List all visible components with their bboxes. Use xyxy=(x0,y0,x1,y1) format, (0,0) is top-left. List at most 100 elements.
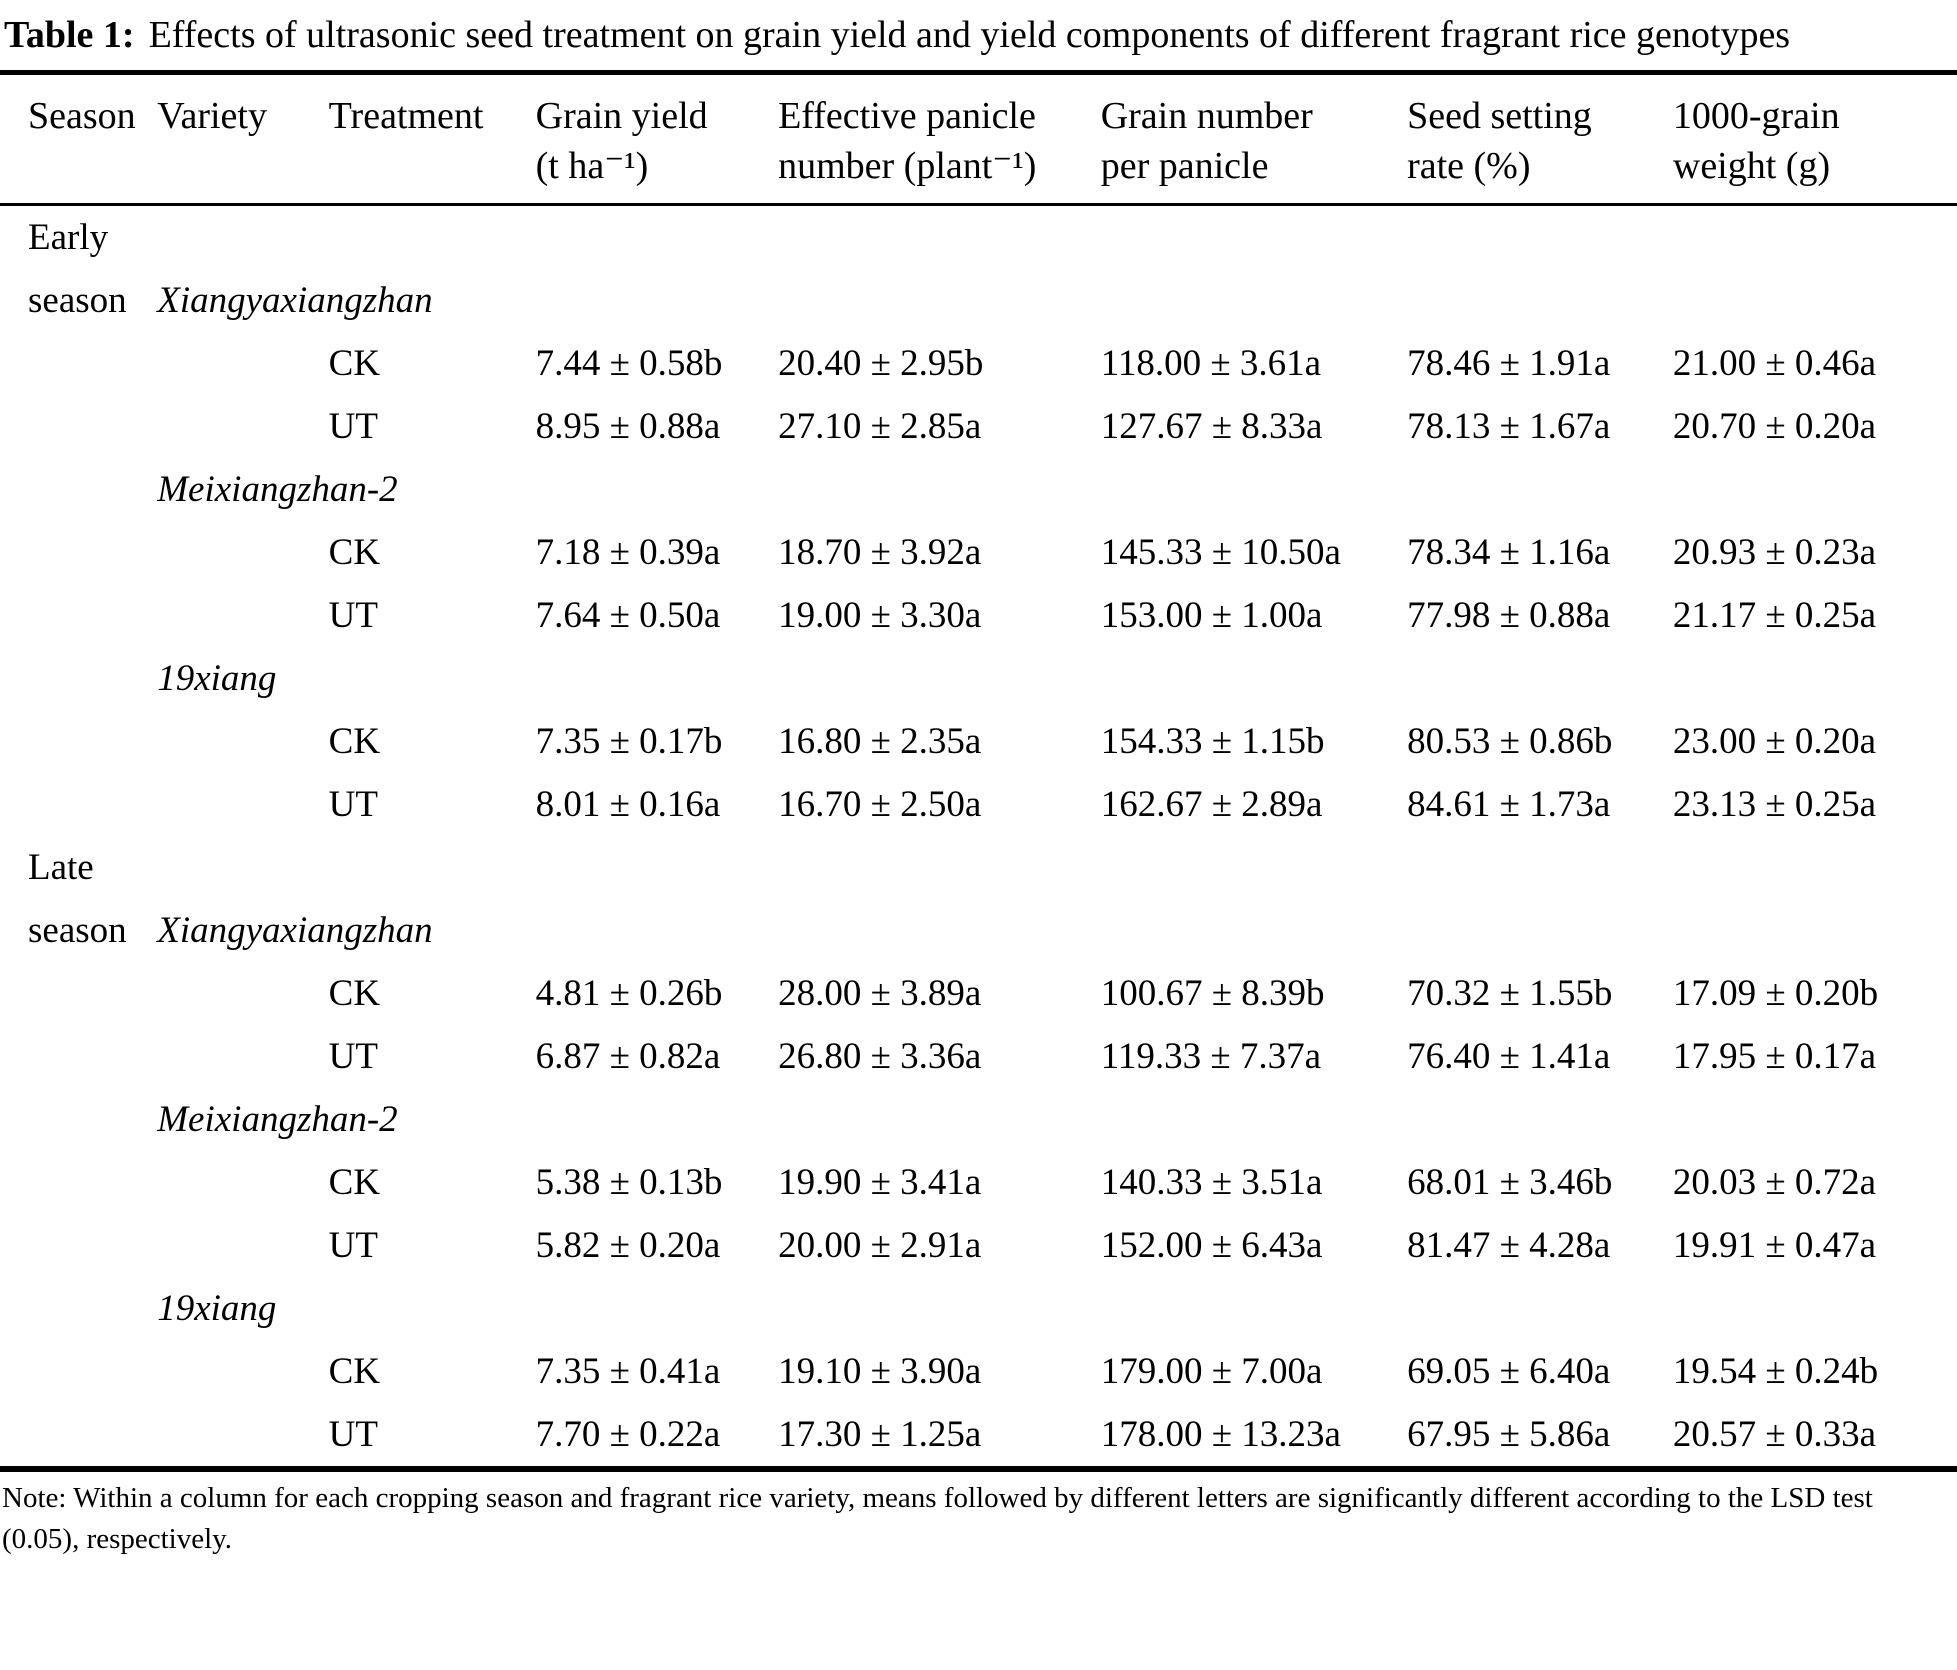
value-cell xyxy=(1407,1277,1673,1340)
column-header-1000-grain-weight: 1000-grain weight (g) xyxy=(1672,72,1957,206)
treatment-cell xyxy=(329,647,536,710)
value-cell xyxy=(1673,836,1957,899)
table-row: Meixiangzhan-2 xyxy=(0,458,1957,521)
variety-cell xyxy=(157,962,328,1025)
value-cell xyxy=(1101,1277,1407,1340)
value-cell xyxy=(778,458,1101,521)
variety-cell xyxy=(157,205,328,270)
table-row: CK 7.44 ± 0.58b 20.40 ± 2.95b 118.00 ± 3.61… xyxy=(0,332,1957,395)
variety-cell xyxy=(157,584,328,647)
value-cell: 178.00 ± 13.23a xyxy=(1100,1414,1341,1455)
value-cell xyxy=(778,647,1101,710)
value-cell: 127.67 ± 8.33a xyxy=(1100,406,1323,447)
value-cell: 5.82 ± 0.20a xyxy=(535,1225,721,1266)
paper-table-page: Table 1: Effects of ultrasonic seed treat… xyxy=(0,6,1957,1555)
value-cell: 76.40 ± 1.41a xyxy=(1407,1036,1611,1077)
table-row: UT 5.82 ± 0.20a 20.00 ± 2.91a 152.00 ± 6.43… xyxy=(0,1214,1957,1277)
value-cell xyxy=(1101,269,1407,332)
season-cell xyxy=(0,1088,157,1151)
value-cell: 78.34 ± 1.16a xyxy=(1407,532,1611,573)
value-cell: 6.87 ± 0.82a xyxy=(535,1036,721,1077)
value-cell: 20.57 ± 0.33a xyxy=(1672,1414,1877,1455)
value-cell xyxy=(1407,269,1673,332)
variety-cell xyxy=(157,395,328,458)
season-cell xyxy=(0,962,157,1025)
season-cell xyxy=(0,395,157,458)
column-header-seed-setting-rate: Seed setting rate (%) xyxy=(1407,72,1673,206)
value-cell: 18.70 ± 3.92a xyxy=(778,532,982,573)
table-row: season Xiangyaxiangzhan xyxy=(0,899,1957,962)
table-row: Late xyxy=(0,836,1957,899)
variety-cell: Xiangyaxiangzhan xyxy=(157,280,433,321)
header-line: Treatment xyxy=(328,95,484,137)
value-cell xyxy=(1101,458,1407,521)
table-row: UT 8.01 ± 0.16a 16.70 ± 2.50a 162.67 ± 2.89… xyxy=(0,773,1957,836)
header-line: per panicle xyxy=(1100,145,1269,187)
value-cell: 7.18 ± 0.39a xyxy=(535,532,721,573)
value-cell xyxy=(1673,1277,1957,1340)
column-header-season: Season xyxy=(0,72,158,206)
value-cell: 81.47 ± 4.28a xyxy=(1407,1225,1611,1266)
value-cell: 17.09 ± 0.20b xyxy=(1672,973,1879,1014)
value-cell: 67.95 ± 5.86a xyxy=(1407,1414,1611,1455)
treatment-cell: UT xyxy=(328,784,378,825)
treatment-cell xyxy=(329,836,536,899)
value-cell xyxy=(536,836,778,899)
value-cell: 20.70 ± 0.20a xyxy=(1672,406,1877,447)
value-cell xyxy=(1101,899,1407,962)
value-cell: 26.80 ± 3.36a xyxy=(778,1036,982,1077)
value-cell xyxy=(536,205,778,270)
value-cell: 20.40 ± 2.95b xyxy=(778,343,984,384)
treatment-cell: CK xyxy=(328,532,381,573)
table-footnote: Note: Within a column for each cropping … xyxy=(2,1482,1873,1555)
value-cell: 23.13 ± 0.25a xyxy=(1672,784,1877,825)
value-cell xyxy=(536,1088,778,1151)
value-cell: 7.44 ± 0.58b xyxy=(535,343,723,384)
value-cell xyxy=(536,1277,778,1340)
value-cell: 78.46 ± 1.91a xyxy=(1407,343,1611,384)
treatment-cell: UT xyxy=(328,1036,378,1077)
value-cell: 8.95 ± 0.88a xyxy=(535,406,721,447)
value-cell: 5.38 ± 0.13b xyxy=(535,1162,723,1203)
season-cell xyxy=(0,521,157,584)
value-cell: 20.00 ± 2.91a xyxy=(778,1225,982,1266)
value-cell: 19.90 ± 3.41a xyxy=(778,1162,982,1203)
value-cell xyxy=(1101,836,1407,899)
value-cell: 20.93 ± 0.23a xyxy=(1672,532,1877,573)
season-cell xyxy=(0,1340,157,1403)
table-header: Season Variety Treatment Grain yield (t … xyxy=(0,72,1957,206)
value-cell: 153.00 ± 1.00a xyxy=(1100,595,1323,636)
treatment-cell: CK xyxy=(328,973,381,1014)
season-cell: season xyxy=(28,910,127,951)
column-header-treatment: Treatment xyxy=(328,72,536,206)
value-cell: 154.33 ± 1.15b xyxy=(1100,721,1325,762)
table-row: UT 8.95 ± 0.88a 27.10 ± 2.85a 127.67 ± 8.33… xyxy=(0,395,1957,458)
variety-cell xyxy=(157,521,328,584)
header-line: Grain number xyxy=(1100,95,1313,137)
treatment-cell: UT xyxy=(328,406,378,447)
column-header-variety: Variety xyxy=(157,72,329,206)
season-cell xyxy=(0,458,157,521)
value-cell: 17.95 ± 0.17a xyxy=(1672,1036,1877,1077)
value-cell xyxy=(1407,647,1673,710)
value-cell xyxy=(1407,205,1673,270)
value-cell xyxy=(778,836,1101,899)
header-line xyxy=(157,141,328,191)
value-cell: 21.00 ± 0.46a xyxy=(1672,343,1877,384)
variety-cell: 19xiang xyxy=(157,1288,277,1329)
value-cell: 21.17 ± 0.25a xyxy=(1672,595,1877,636)
value-cell xyxy=(536,647,778,710)
value-cell: 68.01 ± 3.46b xyxy=(1407,1162,1613,1203)
value-cell xyxy=(778,1088,1101,1151)
season-cell xyxy=(0,1025,157,1088)
value-cell: 80.53 ± 0.86b xyxy=(1407,721,1613,762)
value-cell: 152.00 ± 6.43a xyxy=(1100,1225,1323,1266)
season-cell xyxy=(0,1277,157,1340)
variety-cell xyxy=(157,1340,328,1403)
header-line: weight (g) xyxy=(1672,145,1831,187)
value-cell: 69.05 ± 6.40a xyxy=(1407,1351,1611,1392)
variety-cell xyxy=(157,710,328,773)
table-caption: Table 1: Effects of ultrasonic seed treat… xyxy=(0,6,1945,70)
column-header-effective-panicle-number: Effective panicle number (plant⁻¹) xyxy=(778,72,1101,206)
column-header-grain-number-per-panicle: Grain number per panicle xyxy=(1100,72,1408,206)
